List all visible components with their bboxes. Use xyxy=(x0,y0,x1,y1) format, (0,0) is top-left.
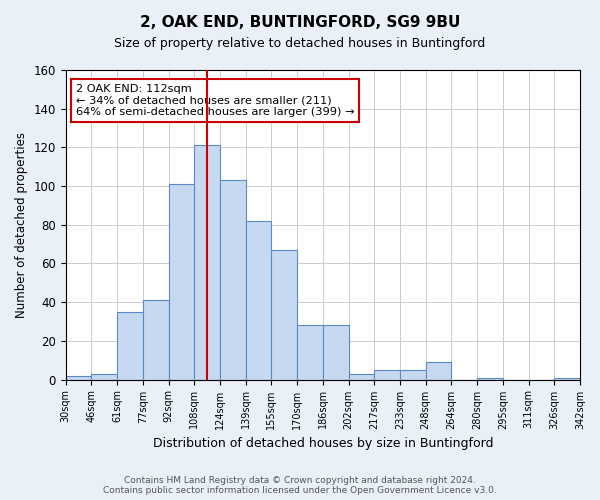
Text: Contains HM Land Registry data © Crown copyright and database right 2024.
Contai: Contains HM Land Registry data © Crown c… xyxy=(103,476,497,495)
Bar xyxy=(271,250,297,380)
Bar xyxy=(323,326,349,380)
Text: 2 OAK END: 112sqm
← 34% of detached houses are smaller (211)
64% of semi-detache: 2 OAK END: 112sqm ← 34% of detached hous… xyxy=(76,84,355,117)
Bar xyxy=(65,376,91,380)
Text: 2, OAK END, BUNTINGFORD, SG9 9BU: 2, OAK END, BUNTINGFORD, SG9 9BU xyxy=(140,15,460,30)
Bar xyxy=(194,146,220,380)
Bar xyxy=(91,374,117,380)
Bar xyxy=(400,370,425,380)
Bar xyxy=(374,370,400,380)
Bar xyxy=(477,378,503,380)
Bar xyxy=(117,312,143,380)
Bar xyxy=(220,180,245,380)
Bar xyxy=(169,184,194,380)
Y-axis label: Number of detached properties: Number of detached properties xyxy=(15,132,28,318)
Bar xyxy=(349,374,374,380)
Bar xyxy=(297,326,323,380)
Bar xyxy=(245,221,271,380)
Bar xyxy=(425,362,451,380)
Bar xyxy=(554,378,580,380)
Text: Size of property relative to detached houses in Buntingford: Size of property relative to detached ho… xyxy=(115,38,485,51)
Bar xyxy=(143,300,169,380)
X-axis label: Distribution of detached houses by size in Buntingford: Distribution of detached houses by size … xyxy=(152,437,493,450)
